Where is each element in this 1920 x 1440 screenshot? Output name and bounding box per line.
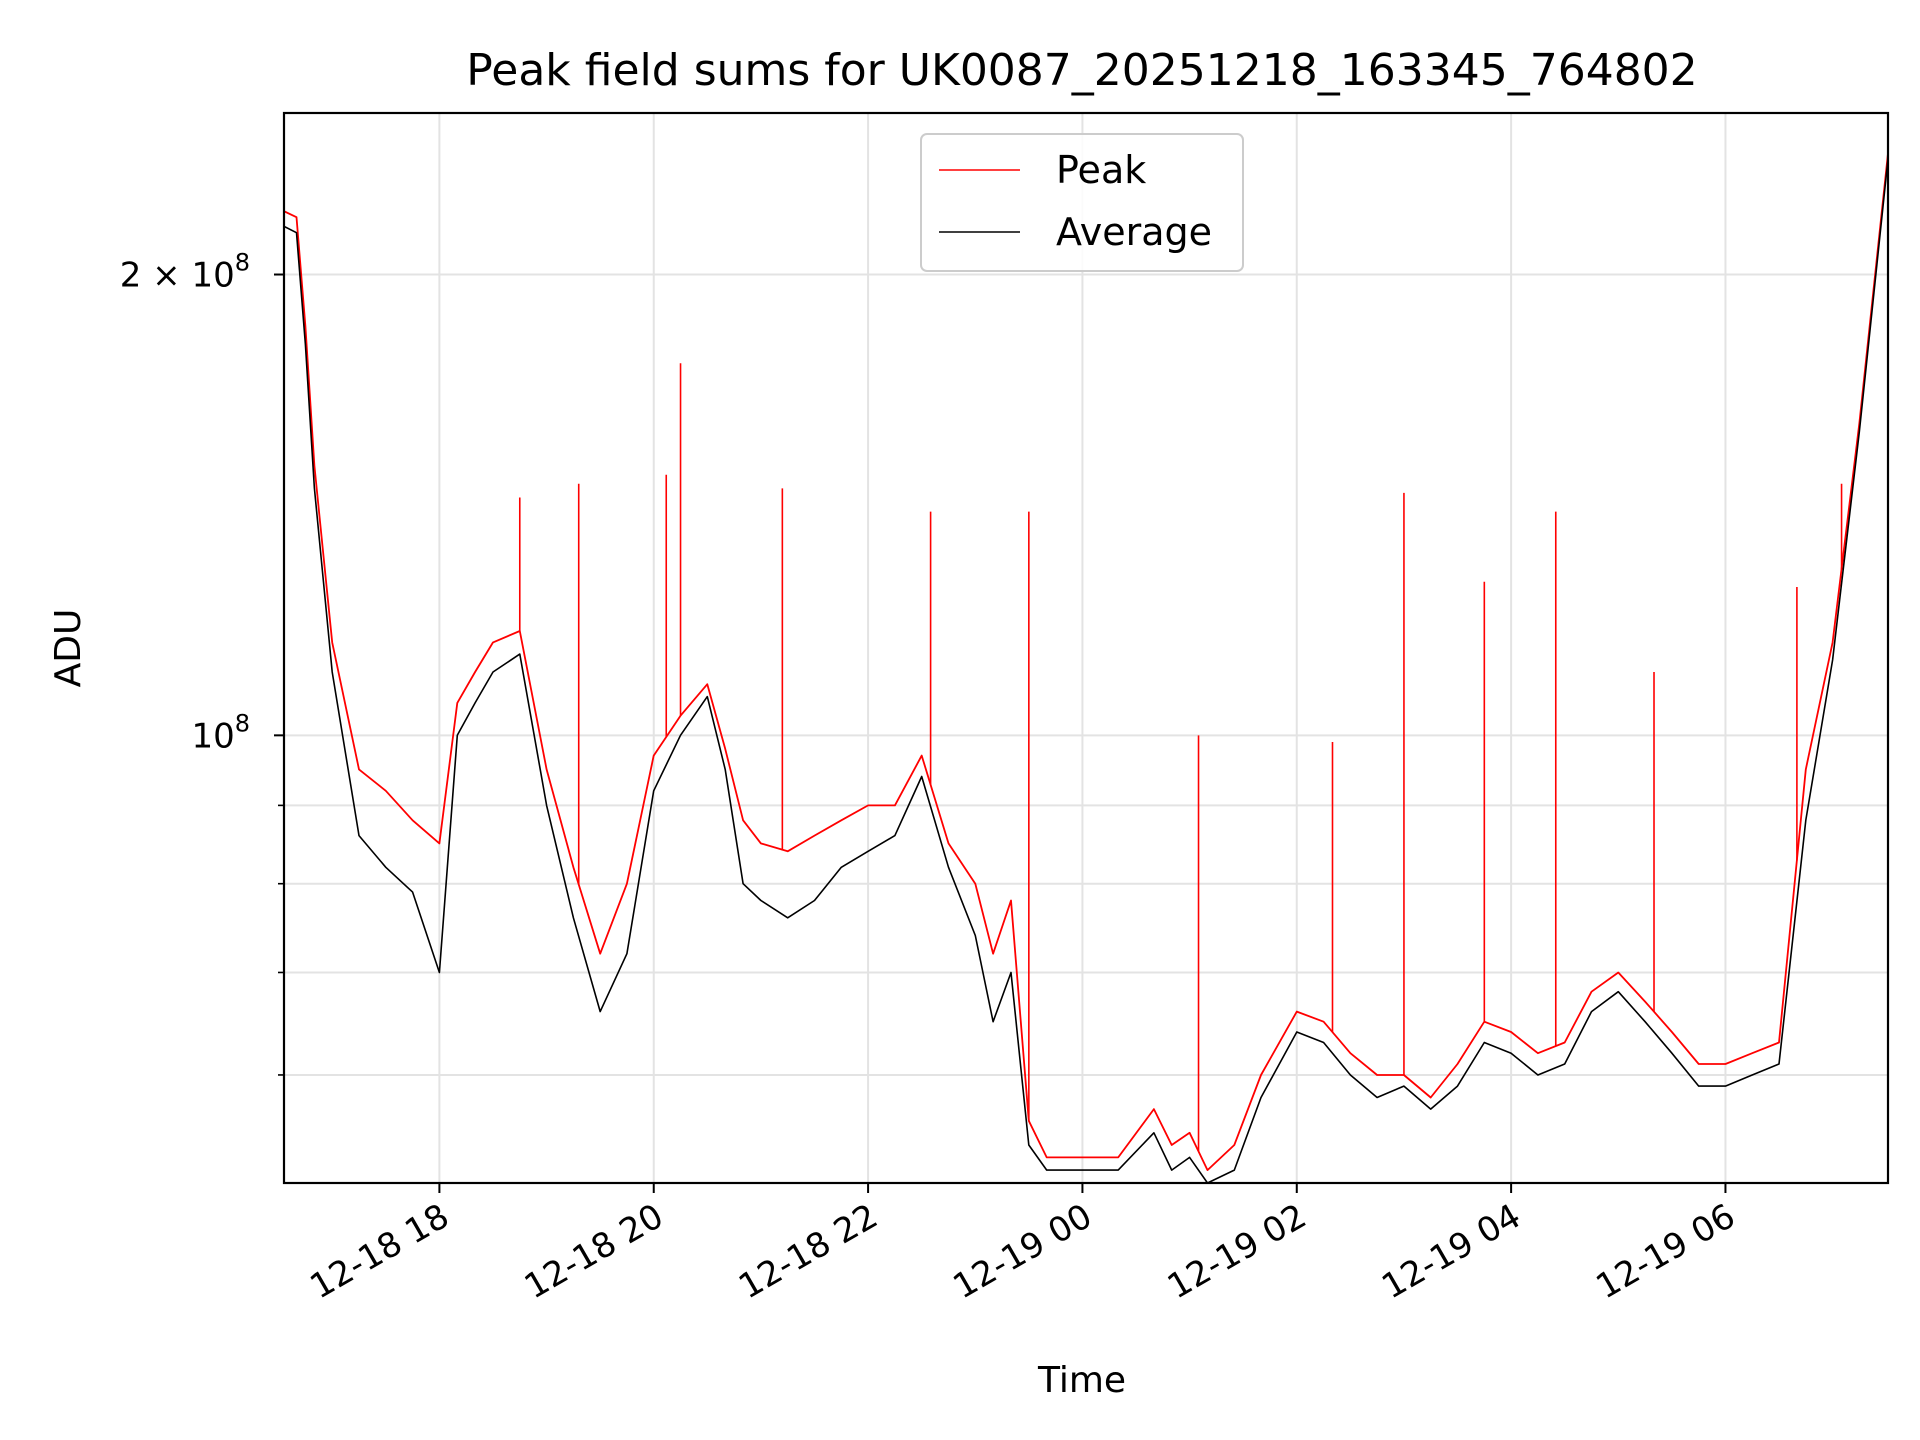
average-series-line [284,158,1888,1183]
y-axis-ticks: 2 × 108 108 [120,249,284,1076]
series-layer [284,153,1888,1183]
plot-frame [282,111,1890,1185]
chart-title: Peak field sums for UK0087_20251218_1633… [466,45,1697,96]
legend-label-average: Average [1056,210,1212,254]
peak-series-line [284,153,1888,1171]
legend-label-peak: Peak [1056,148,1146,192]
grid-lines [284,113,1888,1183]
y-tick-label: 2 × 108 [120,249,250,296]
y-axis-label: ADU [48,609,89,688]
legend: Peak Average [920,133,1244,272]
legend-box [920,133,1244,272]
y-tick-label: 108 [191,709,250,756]
x-axis-label: Time [1037,1360,1126,1401]
